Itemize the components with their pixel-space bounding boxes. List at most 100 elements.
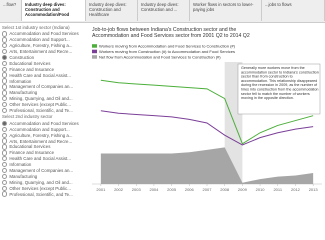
- x-tick-label: 2006: [185, 187, 195, 192]
- tab[interactable]: Industry deep dives: Construction and He…: [86, 0, 138, 21]
- radio-option[interactable]: Information: [0, 161, 88, 168]
- annotation-box: [237, 63, 321, 115]
- radio-option[interactable]: Accommodation and Support...: [0, 37, 88, 43]
- radio-label: Educational Services: [9, 60, 51, 66]
- radio-option[interactable]: Educational Services: [0, 60, 88, 67]
- radio-label: Construction: [9, 55, 35, 60]
- radio-label: Accommodation and Support...: [9, 37, 70, 43]
- radio-option[interactable]: Management of Companies an...: [0, 167, 88, 174]
- radio-button[interactable]: [2, 96, 8, 102]
- radio-label: Professional, Scientific, and Te...: [9, 191, 73, 197]
- radio-button[interactable]: [2, 161, 8, 168]
- radio-option[interactable]: Agriculture, Forestry, Fishing a...: [0, 43, 88, 49]
- radio-button[interactable]: [2, 31, 8, 37]
- radio-label: Accommodation and Support...: [9, 126, 70, 132]
- x-tick-label: 2008: [220, 187, 230, 192]
- radio-button[interactable]: [2, 60, 8, 67]
- radio-option[interactable]: Other Services (except Public...: [0, 185, 88, 191]
- radio-button[interactable]: [2, 179, 8, 186]
- radio-label: Health Care and Social Assist...: [9, 156, 71, 162]
- radio-option[interactable]: Accommodation and Food Services: [0, 120, 88, 127]
- radio-button[interactable]: [2, 191, 8, 197]
- radio-label: Educational Services: [9, 144, 51, 150]
- radio-label: Mining, Quarrying, and Oil and...: [9, 96, 73, 102]
- radio-option[interactable]: Mining, Quarrying, and Oil and...: [0, 179, 88, 186]
- radio-option[interactable]: Management of Companies an...: [0, 84, 88, 90]
- radio-label: Other Services (except Public...: [9, 185, 71, 191]
- line: [100, 79, 314, 145]
- radio-option[interactable]: Construction: [0, 54, 88, 61]
- chart-title: Job-to-job flows between Indiana's Const…: [92, 27, 250, 39]
- radio-option[interactable]: Arts, Entertainment and Recre...: [0, 48, 88, 55]
- annotation-text: Generally more workers move from the acco…: [241, 66, 319, 100]
- radio-option[interactable]: Manufacturing: [0, 90, 88, 96]
- radio-option[interactable]: Professional, Scientific, and Te...: [0, 107, 88, 114]
- radio-label: Other Services (except Public...: [9, 102, 71, 108]
- radio-option[interactable]: Finance and Insurance: [0, 66, 88, 72]
- radio-button[interactable]: [2, 150, 8, 156]
- radio-label: Accommodation and Food Services: [9, 31, 79, 37]
- radio-option[interactable]: Professional, Scientific, and Te...: [0, 191, 88, 197]
- radio-label: Finance and Insurance: [9, 66, 55, 72]
- radio-option[interactable]: Health Care and Social Assist...: [0, 72, 88, 78]
- radio-button[interactable]: [2, 37, 8, 43]
- radio-option[interactable]: Accommodation and Food Services: [0, 31, 88, 37]
- legend-label: Net flow from Accommodation and Food Ser…: [99, 54, 221, 59]
- radio-button[interactable]: [2, 90, 8, 96]
- radio-button[interactable]: [2, 43, 8, 49]
- radio-button[interactable]: [2, 138, 8, 144]
- radio-button[interactable]: [2, 185, 8, 191]
- x-tick-label: 2004: [149, 187, 159, 192]
- radio-button[interactable]: [2, 54, 8, 61]
- legend-label: Workers moving from Construction (#) to …: [99, 49, 235, 54]
- radio-label: Manufacturing: [9, 90, 38, 96]
- tab[interactable]: ...jobs to flows: [262, 0, 325, 21]
- radio-option[interactable]: Arts, Entertainment and Recre...: [0, 138, 88, 144]
- area: [100, 147, 314, 184]
- radio-button[interactable]: [2, 66, 8, 72]
- radio-option[interactable]: Educational Services: [0, 144, 88, 150]
- radio-button[interactable]: [2, 84, 8, 90]
- x-tick-label: 2005: [167, 187, 177, 192]
- radio-label: Information: [9, 162, 32, 168]
- radio-option[interactable]: Mining, Quarrying, and Oil and...: [0, 96, 88, 102]
- radio-option[interactable]: Information: [0, 78, 88, 84]
- radio-button[interactable]: [2, 167, 8, 174]
- radio-label: Management of Companies an...: [9, 168, 74, 174]
- radio-button[interactable]: [2, 48, 8, 55]
- radio-button[interactable]: [2, 173, 8, 180]
- sidebar: Select 1st industry sector (Indiana) Acco…: [0, 24, 88, 200]
- radio-label: Manufacturing: [9, 173, 38, 179]
- radio-option[interactable]: Manufacturing: [0, 173, 88, 180]
- radio-button[interactable]: [2, 120, 8, 127]
- x-tick-label: 2001: [96, 187, 106, 192]
- radio-label: Accommodation and Food Services: [9, 120, 79, 126]
- radio-button[interactable]: [2, 101, 8, 108]
- radio-button[interactable]: [2, 156, 8, 162]
- radio-option[interactable]: Finance and Insurance: [0, 150, 88, 156]
- radio-button[interactable]: [2, 132, 8, 138]
- tab[interactable]: Worker flows in sectors to lower-paying …: [190, 0, 262, 21]
- tab-bar: ...flow? Industry deep dives: Constructio…: [0, 0, 325, 23]
- radio-button[interactable]: [2, 78, 8, 84]
- radio-label: Health Care and Social Assist...: [9, 72, 71, 78]
- x-tick-label: 2012: [291, 187, 301, 192]
- radio-option[interactable]: Other Services (except Public...: [0, 101, 88, 108]
- radio-button[interactable]: [2, 144, 8, 150]
- radio-button[interactable]: [2, 72, 8, 78]
- tab[interactable]: Industry deep dives: Construction and Ac…: [22, 0, 86, 21]
- radio-button[interactable]: [2, 107, 8, 114]
- sidebar-heading: Select 1st industry sector (Indiana): [2, 25, 70, 30]
- x-tick-label: 2011: [273, 187, 282, 192]
- radio-option[interactable]: Health Care and Social Assist...: [0, 156, 88, 162]
- legend-label: Workers moving from Accommodation and Fo…: [99, 43, 236, 48]
- radio-option[interactable]: Accommodation and Support...: [0, 126, 88, 132]
- x-tick-label: 2003: [132, 187, 142, 192]
- legend-swatch: [92, 55, 97, 59]
- radio-button[interactable]: [2, 126, 8, 132]
- sidebar-heading: Select 2nd industry sector: [2, 114, 53, 120]
- radio-label: Agriculture, Forestry, Fishing a...: [9, 43, 73, 49]
- tab[interactable]: ...flow?: [0, 0, 22, 21]
- tab[interactable]: Industry deep dives: Construction and ..…: [138, 0, 190, 21]
- radio-option[interactable]: Agriculture, Forestry, Fishing a...: [0, 132, 88, 138]
